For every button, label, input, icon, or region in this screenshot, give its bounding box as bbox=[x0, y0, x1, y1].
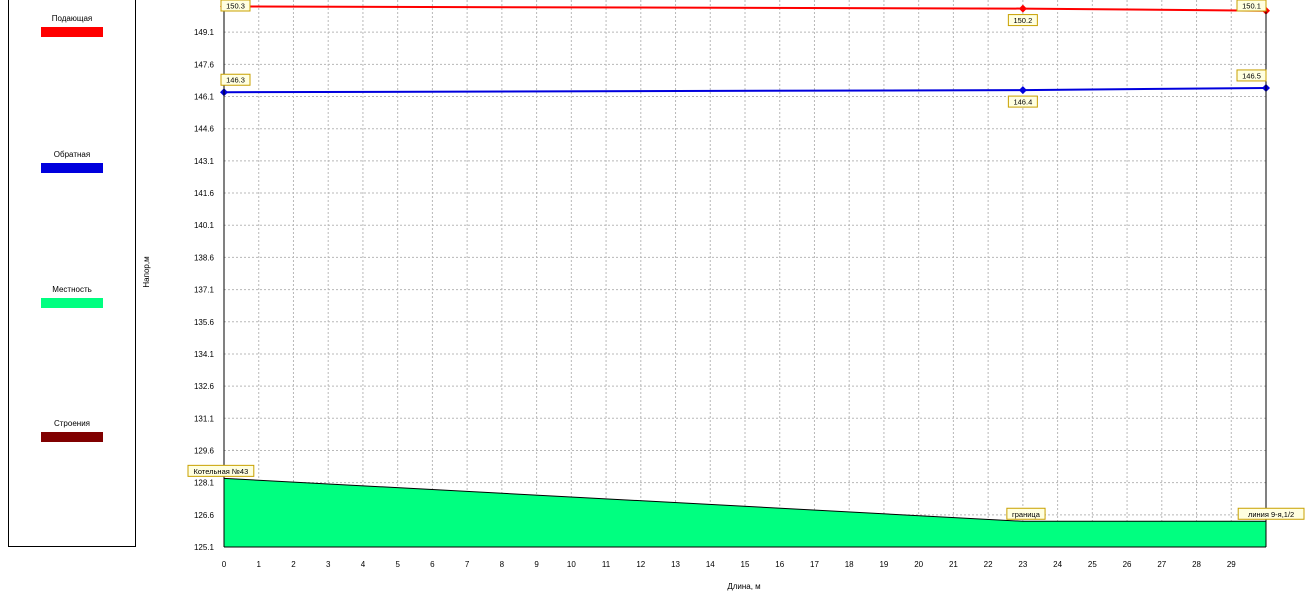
data-label-box bbox=[1007, 14, 1038, 27]
y-tick-label: 129.6 bbox=[194, 446, 215, 455]
data-label: 150.1 bbox=[1242, 2, 1261, 11]
y-tick-label: 125.1 bbox=[194, 543, 215, 552]
y-tick-label: 141.6 bbox=[194, 189, 215, 198]
data-label-box bbox=[1236, 69, 1267, 82]
y-tick-label: 138.6 bbox=[194, 253, 215, 262]
data-label: 146.4 bbox=[1013, 98, 1032, 107]
y-tick-label: 147.6 bbox=[194, 60, 215, 69]
x-tick-label: 9 bbox=[534, 560, 539, 569]
y-tick-label: 143.1 bbox=[194, 157, 215, 166]
series-point bbox=[1018, 86, 1027, 95]
terrain-area bbox=[224, 478, 1266, 547]
y-tick-label: 140.1 bbox=[194, 221, 215, 230]
y-tick-label: 146.1 bbox=[194, 93, 215, 102]
data-labels: 150.3 150.2 150.1 146.3 146.4 146.5 Котельная … bbox=[187, 0, 1305, 520]
data-label-box bbox=[1007, 95, 1038, 108]
x-tick-label: 25 bbox=[1088, 560, 1097, 569]
x-tick-label: 1 bbox=[257, 560, 262, 569]
legend-swatch-buildings bbox=[41, 432, 103, 442]
x-tick-label: 20 bbox=[914, 560, 923, 569]
x-tick-label: 7 bbox=[465, 560, 470, 569]
x-tick-label: 4 bbox=[361, 560, 366, 569]
x-tick-label: 17 bbox=[810, 560, 819, 569]
data-label: 146.5 bbox=[1242, 71, 1261, 80]
x-tick-label: 12 bbox=[636, 560, 645, 569]
terrain-layer bbox=[223, 477, 1266, 547]
data-label-box bbox=[1006, 507, 1046, 520]
data-label-box bbox=[187, 464, 255, 477]
data-label-box bbox=[1237, 507, 1305, 520]
legend: Подающая Обратная Местность Строения bbox=[8, 0, 136, 547]
terrain-line bbox=[223, 477, 1266, 522]
data-label: 150.3 bbox=[226, 2, 245, 11]
x-tick-label: 6 bbox=[430, 560, 435, 569]
x-tick-label: 2 bbox=[291, 560, 296, 569]
x-tick-label: 26 bbox=[1123, 560, 1132, 569]
x-tick-label: 22 bbox=[984, 560, 993, 569]
legend-item-buildings: Строения bbox=[9, 419, 135, 442]
axes bbox=[223, 0, 1267, 548]
x-tick-label: 15 bbox=[741, 560, 750, 569]
legend-label-terrain: Местность bbox=[52, 285, 92, 294]
x-axis-label: Длина, м bbox=[727, 582, 760, 591]
legend-label-buildings: Строения bbox=[53, 419, 90, 428]
y-tick-label: 149.1 bbox=[194, 28, 215, 37]
x-tick-label: 3 bbox=[326, 560, 331, 569]
x-tick-label: 5 bbox=[395, 560, 400, 569]
x-tick-label: 29 bbox=[1227, 560, 1236, 569]
y-axis-label: Напор,м bbox=[142, 256, 151, 287]
x-tick-label: 18 bbox=[845, 560, 854, 569]
x-tick-label: 16 bbox=[775, 560, 784, 569]
y-tick-label: 135.6 bbox=[194, 318, 215, 327]
data-label-box bbox=[220, 73, 251, 86]
legend-swatch-supply bbox=[41, 27, 103, 37]
x-tick-label: 24 bbox=[1053, 560, 1062, 569]
data-label: линия 9-я,1/2 bbox=[1248, 510, 1294, 519]
y-tick-label: 128.1 bbox=[194, 479, 215, 488]
data-label-box bbox=[220, 0, 251, 12]
data-label: граница bbox=[1012, 510, 1041, 519]
legend-swatch-terrain bbox=[41, 298, 103, 308]
data-label-box bbox=[1236, 0, 1267, 12]
x-tick-label: 14 bbox=[706, 560, 715, 569]
data-label: 146.3 bbox=[226, 76, 245, 85]
legend-label-return: Обратная bbox=[53, 150, 91, 159]
tick-labels: 0 1 2 3 4 5 6 7 8 9 10 11 12 13 14 15 16 17 18 19 20 21 22 23 24… bbox=[194, 28, 1236, 569]
x-tick-label: 27 bbox=[1157, 560, 1166, 569]
x-tick-label: 10 bbox=[567, 560, 576, 569]
x-tick-label: 28 bbox=[1192, 560, 1201, 569]
x-tick-label: 21 bbox=[949, 560, 958, 569]
legend-item-return: Обратная bbox=[9, 150, 135, 173]
y-tick-label: 134.1 bbox=[194, 350, 215, 359]
data-label: 150.2 bbox=[1013, 16, 1032, 25]
x-tick-label: 13 bbox=[671, 560, 680, 569]
x-tick-label: 23 bbox=[1018, 560, 1027, 569]
legend-swatch-return bbox=[41, 163, 103, 173]
x-tick-label: 8 bbox=[500, 560, 505, 569]
y-tick-label: 137.1 bbox=[194, 286, 215, 295]
x-tick-label: 0 bbox=[222, 560, 227, 569]
y-tick-label: 132.6 bbox=[194, 382, 215, 391]
y-tick-label: 131.1 bbox=[194, 414, 215, 423]
grid bbox=[223, 0, 1266, 548]
legend-item-terrain: Местность bbox=[9, 285, 135, 308]
series-point bbox=[1018, 4, 1027, 13]
series-line bbox=[223, 5, 1267, 12]
x-tick-label: 19 bbox=[879, 560, 888, 569]
legend-item-supply: Подающая bbox=[9, 14, 135, 37]
y-tick-label: 144.6 bbox=[194, 125, 215, 134]
y-tick-label: 126.6 bbox=[194, 511, 215, 520]
x-tick-label: 11 bbox=[602, 560, 611, 569]
data-label: Котельная №43 bbox=[194, 467, 249, 476]
legend-label-supply: Подающая bbox=[51, 14, 93, 23]
